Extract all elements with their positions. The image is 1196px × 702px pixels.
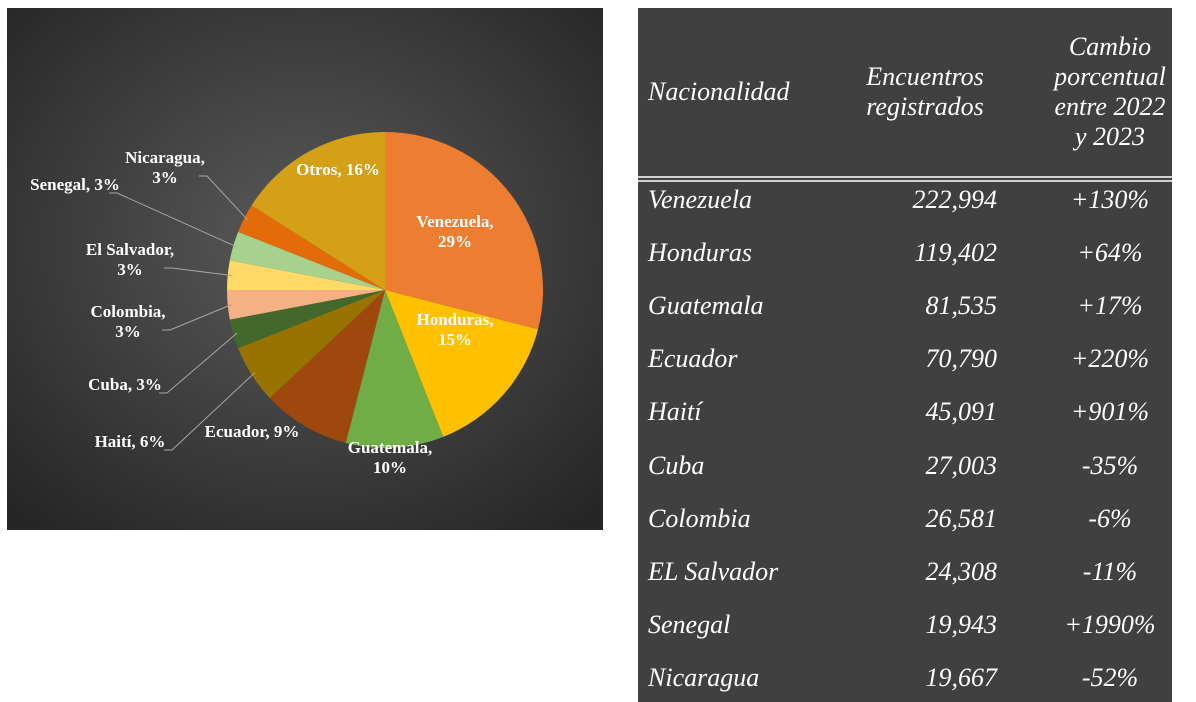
table-cell: Guatemala bbox=[648, 291, 764, 321]
table-cell: +64% bbox=[1077, 238, 1143, 268]
table-cell: 81,535 bbox=[925, 291, 998, 321]
table-cell: 45,091 bbox=[925, 397, 998, 427]
data-label: Colombia, 3% bbox=[90, 302, 166, 341]
header-cell: Encuentros registrados bbox=[866, 62, 984, 121]
pie-slice bbox=[345, 290, 444, 449]
pie-slice bbox=[229, 231, 385, 290]
table-cell: -52% bbox=[1081, 662, 1139, 692]
table-cell: 19,667 bbox=[925, 662, 998, 692]
table-cell: Nicaragua bbox=[648, 662, 760, 692]
leader-line bbox=[109, 192, 238, 248]
data-label: Guatemala, 10% bbox=[347, 438, 433, 477]
data-label: Venezuela, 29% bbox=[416, 212, 494, 251]
table-cell: 119,402 bbox=[914, 238, 997, 268]
pie-slice bbox=[227, 290, 385, 320]
data-label: Haití, 6% bbox=[94, 432, 166, 451]
pie-slice bbox=[269, 290, 385, 444]
table-cell: -35% bbox=[1081, 450, 1139, 480]
table-cell: Cuba bbox=[648, 450, 705, 480]
table-cell: +901% bbox=[1070, 397, 1150, 427]
pie-slice bbox=[385, 132, 543, 330]
table-cell: -6% bbox=[1088, 503, 1132, 533]
data-label: El Salvador, 3% bbox=[85, 240, 175, 279]
table-cell: 19,943 bbox=[925, 609, 998, 639]
table-cell: 24,308 bbox=[925, 556, 998, 586]
table-cell: +220% bbox=[1070, 344, 1150, 374]
leader-line bbox=[199, 175, 249, 221]
table-cell: Senegal bbox=[648, 609, 731, 639]
data-label: Nicaragua, 3% bbox=[125, 148, 205, 187]
leader-line bbox=[164, 267, 232, 277]
pie-slice bbox=[238, 290, 385, 399]
pie-slice bbox=[227, 260, 385, 290]
leader-line bbox=[162, 304, 232, 331]
table-cell: 27,003 bbox=[925, 450, 998, 480]
table-cell: +17% bbox=[1077, 291, 1143, 321]
table-cell: 222,994 bbox=[912, 185, 998, 214]
table-cell: Haití bbox=[648, 397, 702, 427]
header-cell: Nacionalidad bbox=[648, 77, 790, 106]
header-cell: Cambio porcentual entre 2022 y 2023 bbox=[1054, 32, 1166, 151]
data-label: Senegal, 3% bbox=[30, 175, 120, 194]
table-cell: Ecuador bbox=[648, 344, 738, 374]
data-label: Honduras, 15% bbox=[416, 310, 494, 349]
table-cell: 70,790 bbox=[925, 344, 998, 374]
table-cell: -11% bbox=[1082, 556, 1138, 586]
pie-slice bbox=[251, 132, 385, 290]
leader-line bbox=[164, 372, 256, 451]
pie-slice bbox=[385, 290, 539, 437]
table-cell: +1990% bbox=[1064, 609, 1156, 639]
table-cell: +130% bbox=[1070, 185, 1150, 214]
table-panel bbox=[638, 8, 1172, 702]
table-cell: Venezuela bbox=[648, 185, 752, 214]
data-label: Otros, 16% bbox=[296, 160, 380, 179]
pie-slice bbox=[229, 290, 385, 349]
table-cell: 26,581 bbox=[925, 503, 998, 533]
table-cell: Colombia bbox=[648, 503, 751, 533]
pie-slice bbox=[238, 205, 385, 290]
table-cell: EL Salvador bbox=[648, 556, 779, 586]
data-label: Cuba, 3% bbox=[88, 375, 162, 394]
data-label: Ecuador, 9% bbox=[204, 422, 300, 441]
table-cell: Honduras bbox=[648, 238, 753, 268]
leader-line bbox=[159, 332, 238, 394]
